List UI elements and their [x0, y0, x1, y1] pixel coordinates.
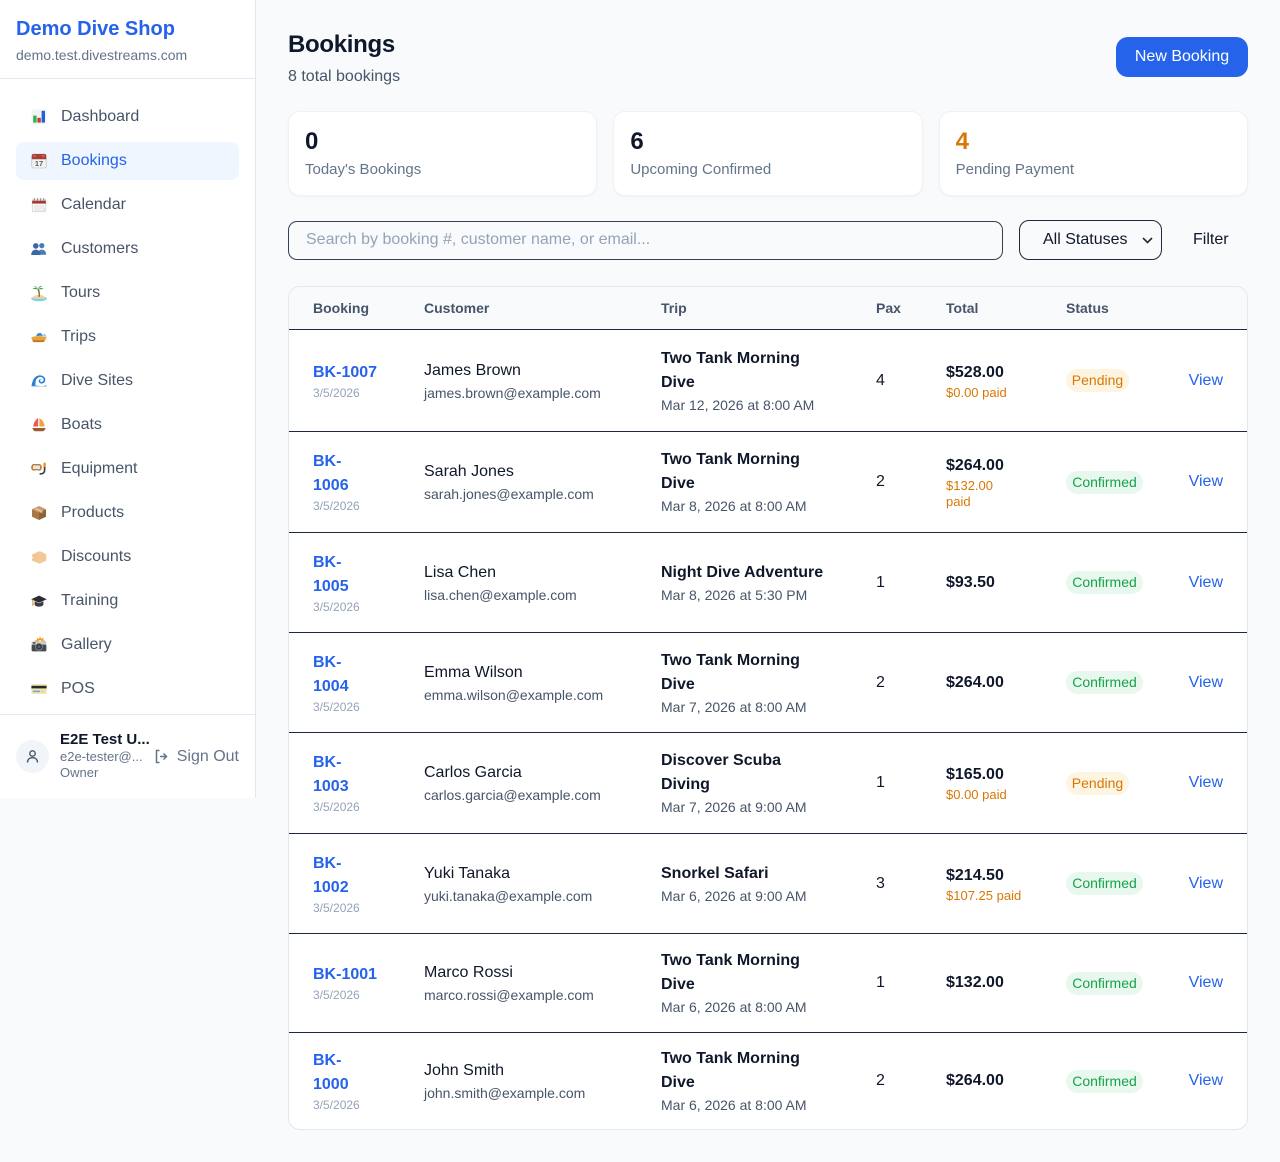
svg-text:17: 17 — [35, 159, 43, 168]
